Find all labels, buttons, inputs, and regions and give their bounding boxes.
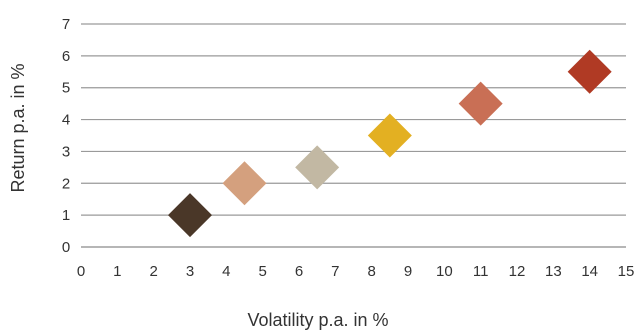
x-axis-label: Volatility p.a. in %: [247, 310, 388, 330]
data-point-1: [168, 193, 212, 238]
x-tick-label: 15: [618, 263, 635, 280]
y-tick-label: 3: [62, 143, 70, 160]
x-tick-label: 12: [509, 263, 526, 280]
y-tick-label: 4: [62, 112, 70, 129]
x-tick-label: 13: [545, 263, 562, 280]
x-tick-label: 6: [295, 263, 303, 280]
x-tick-label: 14: [581, 263, 598, 280]
x-tick-label: 3: [186, 263, 194, 280]
x-tick-label: 7: [331, 263, 339, 280]
x-tick-label: 2: [149, 263, 157, 280]
data-point-6: [567, 49, 612, 94]
x-tick-label: 8: [367, 263, 375, 280]
x-tick-label: 0: [77, 263, 85, 280]
x-tick-label: 4: [222, 263, 230, 280]
grid-lines: [81, 23, 626, 248]
data-point-5: [458, 81, 503, 126]
data-points: [168, 49, 612, 238]
x-tick-label: 1: [113, 263, 121, 280]
y-tick-label: 0: [62, 239, 70, 256]
data-point-2: [222, 161, 267, 206]
y-tick-label: 1: [62, 207, 70, 224]
y-tick-labels: 0 1 2 3 4 5 6 7: [62, 16, 70, 256]
data-point-4: [367, 113, 412, 158]
y-tick-label: 2: [62, 175, 70, 192]
data-point-3: [295, 145, 340, 190]
y-tick-label: 5: [62, 80, 70, 97]
x-tick-label: 5: [258, 263, 266, 280]
y-tick-label: 6: [62, 48, 70, 65]
x-tick-label: 9: [404, 263, 412, 280]
x-tick-labels: 0 1 2 3 4 5 6 7 8 9 10 11 12 13 14 15: [77, 263, 635, 280]
x-tick-label: 11: [473, 263, 489, 280]
y-tick-label: 7: [62, 16, 70, 33]
x-tick-label: 10: [436, 263, 453, 280]
y-axis-label: Return p.a. in %: [8, 63, 28, 192]
